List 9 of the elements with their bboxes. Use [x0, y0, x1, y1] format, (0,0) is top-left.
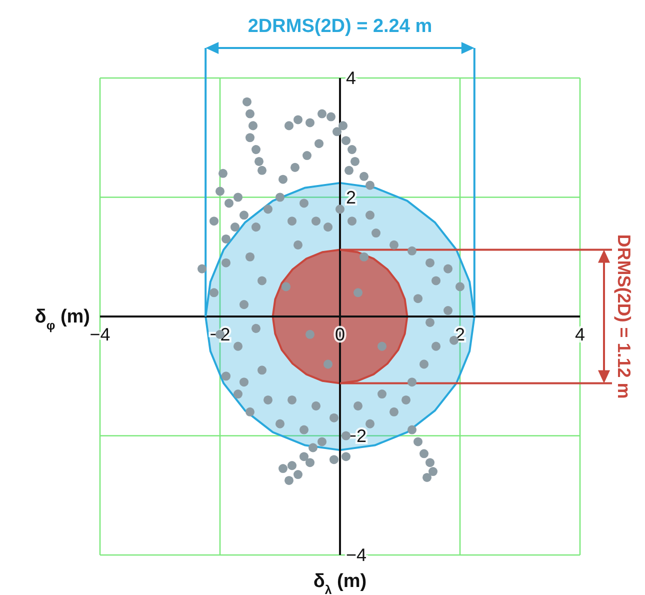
y-tick-label: 4	[346, 68, 356, 88]
text: 2DRMS(2D) = 2.24 m	[248, 16, 432, 37]
x-axis-title: δ$_{λ}$ (m)	[313, 571, 367, 595]
y-axis-title: δ$_{φ}$ (m)	[34, 306, 90, 332]
x-tick-label: −4	[90, 324, 110, 344]
y-tick-label: 2	[346, 187, 356, 208]
text: DRMS(2D) = 1.12 m	[614, 234, 634, 399]
x-tick-label: 4	[574, 324, 586, 344]
y-tick-label: −4	[346, 545, 367, 565]
